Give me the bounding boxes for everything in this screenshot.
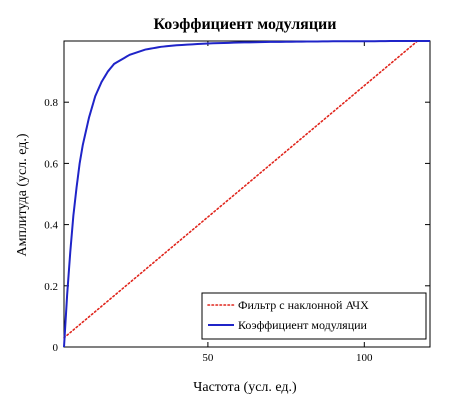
y-tick-label: 0.8 — [44, 97, 58, 109]
x-axis-label: Частота (усл. ед.) — [193, 380, 297, 395]
y-tick-label: 0.6 — [44, 158, 58, 170]
legend: Фильтр с наклонной АЧХ Коэффициент модуля… — [201, 292, 427, 340]
x-tick-label: 50 — [202, 352, 214, 364]
legend-box — [201, 292, 427, 340]
y-axis-label: Амплитуда (усл. ед.) — [15, 133, 30, 256]
y-tick-label: 0.4 — [44, 220, 58, 232]
legend-label-2: Коэффициент модуляции — [238, 318, 368, 332]
y-tick-label: 0 — [53, 342, 59, 354]
chart-title: Коэффициент модуляции — [153, 16, 336, 33]
x-tick-label: 100 — [356, 352, 373, 364]
y-tick-label: 0.2 — [44, 281, 58, 293]
series-line-1 — [63, 40, 419, 339]
series-layer — [63, 40, 430, 348]
legend-label-1: Фильтр с наклонной АЧХ — [238, 298, 369, 312]
series-line-2 — [63, 40, 430, 348]
